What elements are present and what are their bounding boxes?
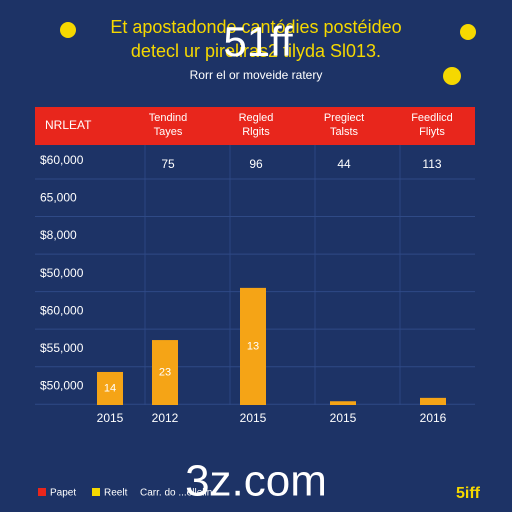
table-cell: 44 bbox=[337, 157, 351, 171]
table-header: Talsts bbox=[330, 126, 359, 138]
y-tick-label: $60,000 bbox=[40, 303, 84, 317]
table-header: Pregiect bbox=[324, 112, 364, 124]
table-header: Tendind bbox=[149, 112, 188, 124]
y-tick-label: $50,000 bbox=[40, 266, 84, 280]
x-tick-label: 2015 bbox=[97, 411, 124, 425]
y-tick-label: $60,000 bbox=[40, 153, 84, 167]
x-tick-label: 2012 bbox=[152, 411, 179, 425]
table-header: Rlgits bbox=[242, 126, 270, 138]
watermark: 3z.com bbox=[185, 457, 327, 506]
bar bbox=[240, 287, 266, 405]
bar bbox=[420, 397, 446, 405]
y-tick-label: 65,000 bbox=[40, 191, 77, 205]
bar bbox=[152, 340, 178, 405]
coin bbox=[443, 67, 461, 85]
y-tick-label: $50,000 bbox=[40, 378, 84, 392]
subtitle: Rorr el or moveide ratery bbox=[190, 68, 323, 82]
legend-swatch bbox=[92, 488, 100, 496]
bar-label: 14 bbox=[104, 382, 116, 394]
legend-label: Reelt bbox=[104, 488, 128, 499]
table-header: NRLEAT bbox=[45, 118, 92, 132]
x-tick-label: 2015 bbox=[330, 411, 357, 425]
legend-swatch bbox=[38, 488, 46, 496]
table-header: Fliyts bbox=[419, 126, 445, 138]
bar-label: 13 bbox=[247, 340, 259, 352]
bar-label: 23 bbox=[159, 366, 171, 378]
chart-title: Et apostadonde cantódies postéideo bbox=[110, 17, 401, 37]
bar bbox=[330, 401, 356, 405]
table-cell: 113 bbox=[422, 157, 441, 171]
chart-title: detecl ur pireliras2 tilyda Sl013. bbox=[131, 41, 381, 61]
legend-label: Papet bbox=[50, 488, 76, 499]
table-cell: 75 bbox=[161, 157, 175, 171]
coin bbox=[60, 22, 76, 38]
bar bbox=[97, 371, 123, 405]
y-tick-label: $55,000 bbox=[40, 341, 84, 355]
table-cell: 96 bbox=[249, 157, 263, 171]
logo: 5iff bbox=[456, 485, 481, 502]
table-header-band bbox=[35, 107, 475, 145]
x-tick-label: 2015 bbox=[240, 411, 267, 425]
legend-label: Carr. do ...ellelin... bbox=[140, 488, 221, 499]
table-header: Regled bbox=[239, 112, 274, 124]
x-tick-label: 2016 bbox=[420, 411, 447, 425]
table-header: Tayes bbox=[154, 126, 183, 138]
y-tick-label: $8,000 bbox=[40, 228, 77, 242]
overlay: 51ff bbox=[223, 18, 293, 65]
table-header: Feedlicd bbox=[411, 112, 453, 124]
coin bbox=[460, 24, 476, 40]
